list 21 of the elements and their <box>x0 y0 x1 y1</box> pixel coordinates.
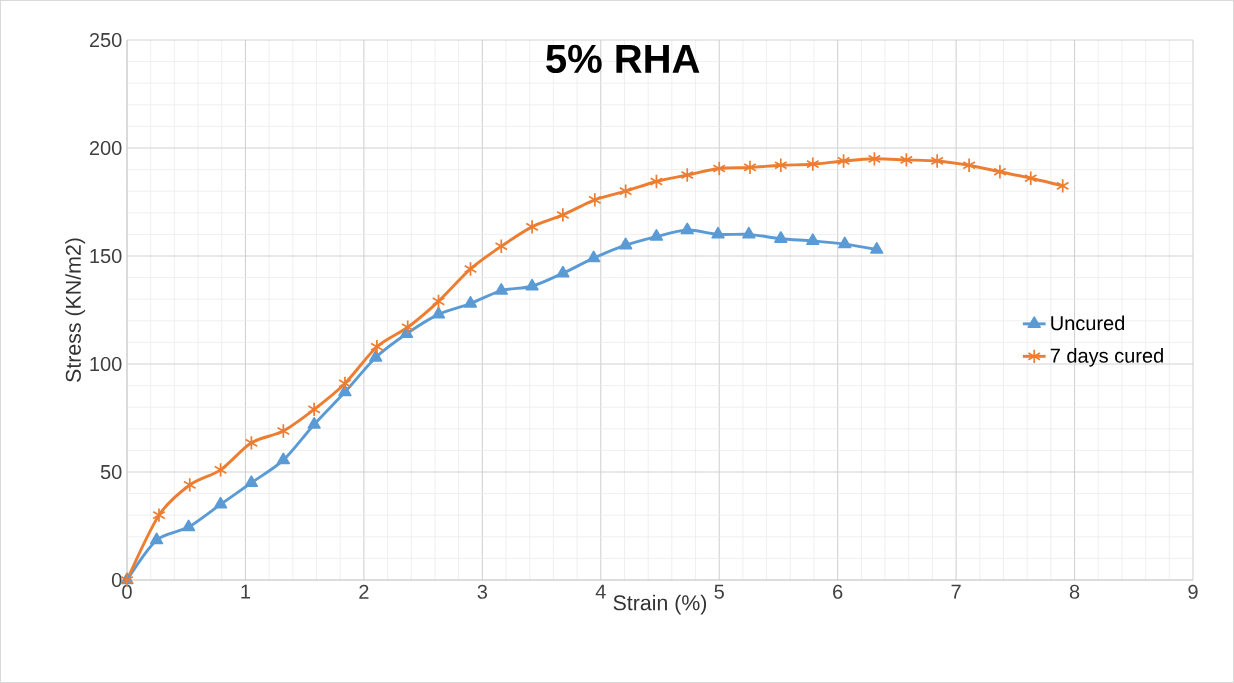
x-tick-label: 9 <box>1188 584 1198 599</box>
y-axis-title: Stress (KN/m2) <box>65 238 86 382</box>
x-axis-title: Strain (%) <box>613 594 707 615</box>
y-tick-label: 150 <box>90 248 122 264</box>
y-tick-label: 200 <box>89 140 122 156</box>
x-tick-label: 3 <box>477 584 488 599</box>
legend-label: 7 days cured <box>1050 348 1163 367</box>
y-tick-label: 100 <box>90 356 122 372</box>
x-tick-label: 0 <box>122 584 132 599</box>
x-tick-label: 6 <box>833 584 843 599</box>
x-tick-label: 5 <box>714 584 724 599</box>
x-tick-label: 4 <box>595 584 606 599</box>
x-tick-label: 8 <box>1069 584 1080 599</box>
y-tick-label: 50 <box>100 464 122 480</box>
chart-title: 5% RHA <box>546 44 700 74</box>
x-tick-label: 2 <box>359 584 369 599</box>
x-tick-label: 1 <box>241 584 251 599</box>
x-tick-label: 7 <box>951 584 961 599</box>
y-tick-label: 0 <box>111 572 122 588</box>
y-tick-label: 250 <box>89 32 122 48</box>
legend-label: Uncured <box>1051 315 1125 331</box>
